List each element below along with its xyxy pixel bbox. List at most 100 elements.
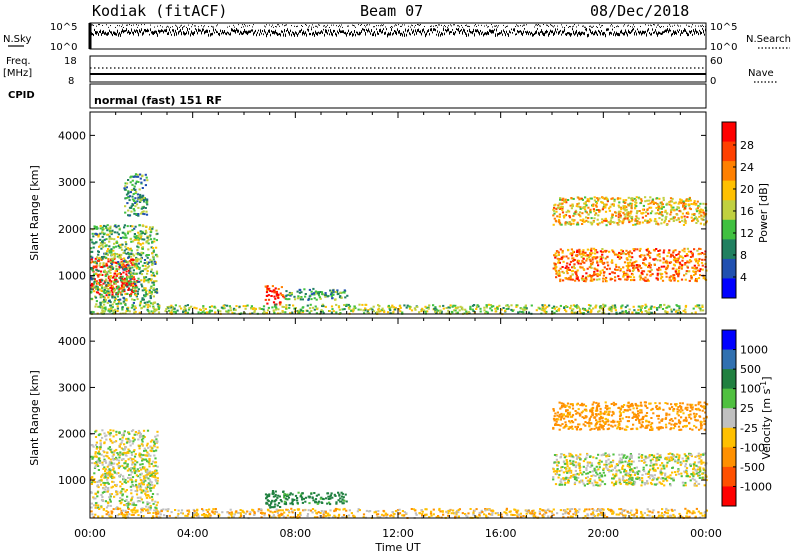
data-cell-0 <box>128 441 131 444</box>
data-cell-7 <box>598 197 601 200</box>
nsky-mark <box>580 32 581 37</box>
data-cell-5 <box>381 307 384 310</box>
nsky-mark <box>567 32 568 35</box>
data-cell-7 <box>581 198 584 201</box>
data-cell-6 <box>614 279 617 282</box>
data-cell-6 <box>609 278 612 281</box>
data-cell-0 <box>153 454 156 457</box>
freq-left-bottom: 8 <box>68 76 74 87</box>
nsearch-mark <box>194 25 195 27</box>
data-cell-0 <box>90 258 93 261</box>
data-cell-5 <box>588 307 591 310</box>
data-cell-6 <box>684 262 687 264</box>
data-cell-3 <box>271 290 274 293</box>
nsearch-mark <box>576 26 577 28</box>
data-cell-7 <box>651 210 654 213</box>
data-cell-7 <box>701 209 705 212</box>
data-cell-1 <box>90 278 93 281</box>
nsky-mark <box>349 32 350 36</box>
data-cell-5 <box>279 312 282 315</box>
data-cell-3 <box>279 303 282 306</box>
data-cell-0 <box>106 478 109 481</box>
nsearch-mark <box>99 24 100 26</box>
data-cell-7 <box>606 200 609 203</box>
data-cell-4 <box>288 291 291 294</box>
data-cell-5 <box>520 307 523 310</box>
data-cell-6 <box>633 279 636 282</box>
nsearch-mark <box>123 26 124 28</box>
data-cell-1 <box>271 491 274 494</box>
data-cell-1 <box>123 301 126 304</box>
data-cell-6 <box>631 256 634 259</box>
data-cell-0 <box>150 474 153 476</box>
data-cell-0 <box>115 472 118 475</box>
data-cell-1 <box>127 251 130 254</box>
data-cell-0 <box>117 453 120 456</box>
nsearch-mark <box>418 24 419 26</box>
data-cell-2 <box>131 198 134 201</box>
data-cell-1 <box>122 268 125 271</box>
data-cell-6 <box>632 276 636 279</box>
data-cell-5 <box>250 307 253 310</box>
data-cell-1 <box>113 242 116 245</box>
data-cell-6 <box>644 256 647 259</box>
nsky-mark <box>523 30 524 34</box>
nsearch-mark <box>323 25 324 27</box>
nsky-mark <box>129 31 130 35</box>
data-cell-0 <box>97 275 100 278</box>
data-cell-6 <box>677 280 680 283</box>
data-cell-1 <box>138 266 141 269</box>
nsky-mark <box>477 29 478 32</box>
nsky-mark <box>535 31 536 35</box>
nsky-mark <box>264 29 265 33</box>
data-cell-6 <box>657 250 660 252</box>
data-cell-0 <box>142 437 145 440</box>
data-cell-0 <box>112 467 115 470</box>
data-cell-6 <box>653 264 656 266</box>
data-cell-1 <box>97 270 100 272</box>
nsky-mark <box>593 33 594 36</box>
data-cell-5 <box>690 312 694 315</box>
nsky-mark <box>642 30 643 35</box>
data-cell-0 <box>133 472 137 475</box>
nsky-mark <box>586 28 587 32</box>
nsky-mark <box>544 32 545 37</box>
data-cell-7 <box>637 217 640 220</box>
nsky-mark <box>194 31 195 34</box>
data-cell-6 <box>650 268 653 271</box>
data-cell-7 <box>686 216 689 219</box>
data-cell-1 <box>149 226 152 229</box>
nsky-mark <box>520 30 521 33</box>
nsky-mark <box>156 30 157 35</box>
nsearch-mark <box>538 24 539 26</box>
data-cell-5 <box>97 305 100 308</box>
data-cell-7 <box>631 199 635 202</box>
data-cell-6 <box>666 255 669 258</box>
data-cell-1 <box>119 237 122 239</box>
data-cell-7 <box>641 216 644 219</box>
nsky-mark <box>415 29 416 33</box>
data-cell-1 <box>268 495 271 498</box>
data-cell-6 <box>669 255 672 258</box>
data-cell-6 <box>673 258 677 261</box>
data-cell-5 <box>266 309 270 312</box>
data-cell-5 <box>574 305 577 308</box>
data-cell-0 <box>96 463 99 466</box>
data-cell-6 <box>605 268 609 271</box>
nsearch-mark <box>91 24 92 26</box>
data-cell-7 <box>559 206 563 209</box>
nsky-mark <box>152 31 153 35</box>
data-cell-6 <box>582 257 585 260</box>
data-cell-7 <box>604 206 607 209</box>
data-cell-6 <box>678 255 682 258</box>
data-cell-5 <box>540 308 543 311</box>
data-cell-7 <box>631 197 634 200</box>
nsearch-mark <box>391 26 392 28</box>
data-cell-5 <box>594 305 597 308</box>
colorbar-segment <box>722 239 736 260</box>
data-cell-6 <box>572 250 575 253</box>
nsky-mark <box>553 32 554 36</box>
nsearch-mark <box>198 26 199 28</box>
data-cell-2 <box>138 197 141 200</box>
data-cell-4 <box>296 290 299 293</box>
